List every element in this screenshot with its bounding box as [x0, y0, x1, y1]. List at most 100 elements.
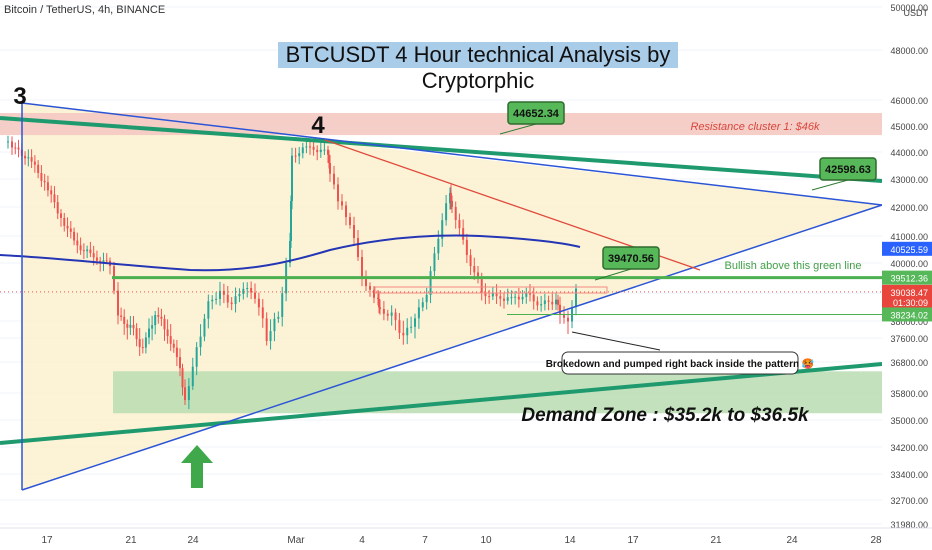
candle-body	[402, 332, 405, 336]
candle-body	[135, 328, 138, 340]
candle-body	[14, 147, 17, 149]
candle-body	[473, 266, 476, 273]
candle-body	[50, 190, 53, 195]
candle-body	[179, 357, 181, 369]
candle-body	[257, 298, 260, 308]
candle-body	[437, 238, 440, 254]
candle-body	[361, 257, 363, 279]
candle-body	[499, 296, 502, 299]
tag-44652-label: 44652.34	[513, 108, 560, 120]
candle-body	[477, 272, 479, 279]
candle-body	[551, 301, 554, 305]
green-level-price-tag-bg	[882, 270, 932, 285]
time-axis-background	[0, 528, 932, 550]
candle-body	[316, 149, 319, 153]
demand-zone-label: Demand Zone : $35.2k to $36.5k	[521, 405, 810, 426]
triangle-lower-line	[21, 204, 883, 491]
price-tick-label: 35800.00	[890, 389, 928, 399]
candle-body	[323, 149, 326, 151]
time-tick-label: 28	[870, 535, 882, 546]
candle-body	[144, 337, 147, 348]
candle-body	[377, 297, 379, 299]
candle-body	[312, 146, 315, 150]
price-tick-label: 31980.00	[890, 520, 928, 530]
candle-body	[172, 343, 175, 348]
candle-body	[187, 386, 190, 401]
candle-body	[290, 201, 292, 242]
candle-body	[398, 320, 401, 333]
support-price-tag-bg	[882, 307, 932, 322]
time-tick-label: 17	[627, 535, 639, 546]
candle-body	[390, 312, 393, 316]
candle-body	[333, 173, 335, 185]
candle-body	[341, 201, 343, 206]
candle-body	[349, 217, 351, 226]
time-tick-label: Mar	[287, 535, 305, 546]
up-arrow-icon	[181, 445, 213, 488]
candle-body	[337, 184, 339, 202]
candle-body	[563, 314, 565, 318]
candle-body	[175, 347, 178, 358]
candle-body	[328, 154, 330, 164]
candle-body	[510, 297, 513, 299]
candle-body	[417, 307, 420, 319]
candle-body	[199, 336, 202, 348]
candle-body	[291, 155, 293, 202]
candle-body	[254, 292, 256, 299]
candle-body	[27, 157, 30, 159]
candle-body	[378, 298, 380, 308]
candle-body	[138, 339, 141, 348]
candle-body	[521, 296, 524, 300]
candle-body	[559, 304, 561, 315]
candles-group	[7, 135, 577, 410]
candle-body	[365, 278, 367, 287]
candle-body	[441, 220, 444, 239]
candle-body	[215, 298, 218, 300]
candle-body	[445, 203, 448, 221]
breakdown-callout-box	[561, 351, 799, 375]
candle-body	[327, 149, 329, 155]
candle-body	[469, 255, 472, 267]
candle-body	[163, 318, 166, 330]
candle-body	[132, 324, 135, 329]
candle-body	[506, 297, 509, 301]
candle-body	[73, 231, 76, 241]
price-tick-label: 48000.00	[890, 46, 928, 56]
candle-body	[82, 250, 85, 252]
price-tick-label: 50000.00	[890, 3, 928, 13]
candle-body	[7, 141, 9, 143]
price-tick-label: 35000.00	[890, 416, 928, 426]
candle-body	[86, 249, 89, 252]
tag-42598-label: 42598.63	[825, 164, 871, 176]
candle-body	[117, 290, 119, 316]
candle-body	[211, 299, 214, 302]
price-tick-label: 42000.00	[890, 203, 928, 213]
candle-body	[329, 163, 331, 174]
chart-title: BTCUSDT 4 Hour technical Analysis by Cry…	[278, 42, 678, 93]
candle-body	[465, 239, 468, 256]
time-tick-label: 24	[187, 535, 199, 546]
candle-body	[40, 172, 43, 181]
candle-body	[219, 290, 221, 299]
candle-body	[543, 300, 546, 305]
candle-body	[294, 155, 297, 157]
price-tick-label: 36800.00	[890, 358, 928, 368]
resistance-zone	[0, 113, 882, 136]
candle-body	[141, 347, 144, 349]
candle-body	[484, 292, 487, 297]
support-price-tag: 38234.02	[890, 310, 928, 320]
candle-body	[529, 292, 531, 295]
candle-body	[24, 155, 27, 159]
candle-body	[503, 298, 505, 301]
candle-body	[166, 329, 169, 337]
candle-body	[557, 299, 559, 305]
candle-body	[514, 296, 517, 298]
candle-body	[480, 278, 483, 293]
tag-44652-box	[507, 101, 565, 125]
candle-body	[269, 331, 272, 342]
candle-body	[157, 314, 160, 317]
candle-body	[148, 328, 150, 338]
price-tick-label: 32700.00	[890, 496, 928, 506]
candle-body	[242, 288, 245, 295]
